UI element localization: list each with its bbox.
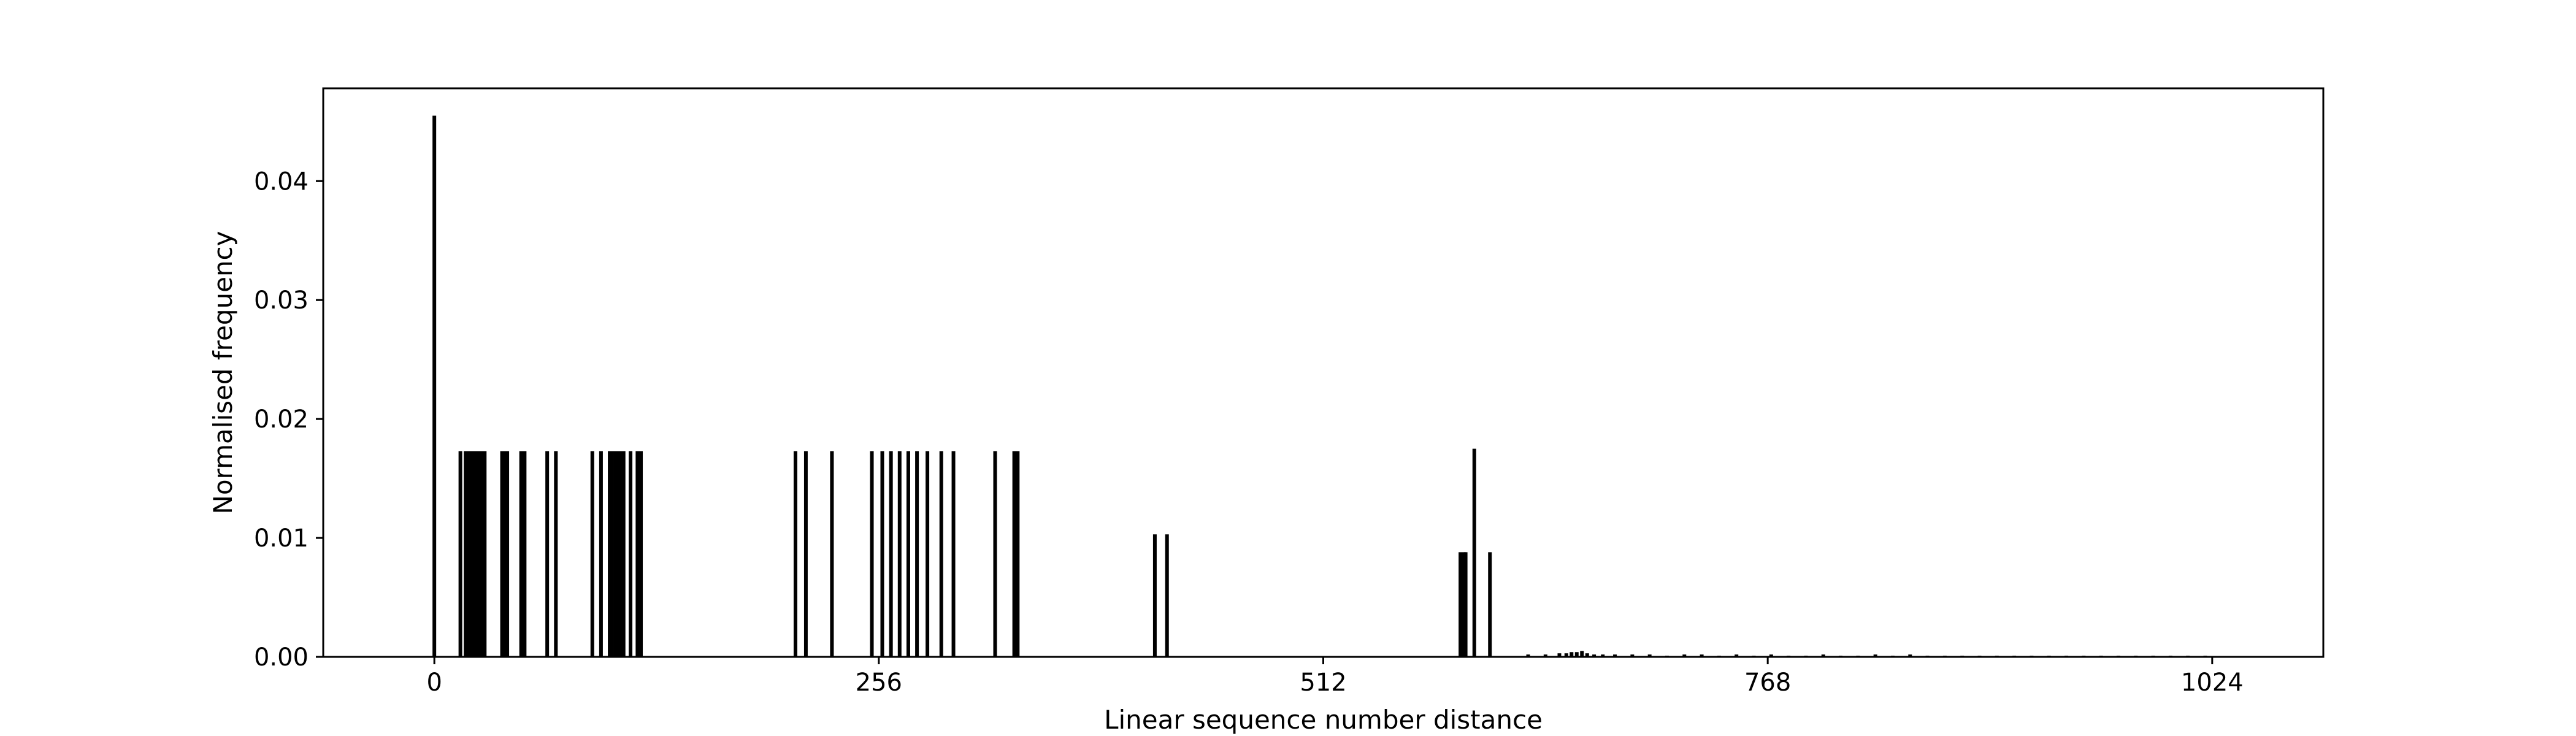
bar: [1152, 534, 1157, 657]
bar: [889, 451, 893, 657]
bar: [635, 451, 640, 657]
bar: [906, 451, 910, 657]
y-tick-label: 0.04: [254, 167, 309, 196]
bar: [793, 451, 797, 657]
bar: [870, 451, 874, 657]
bar: [1165, 534, 1169, 657]
bar: [1543, 654, 1547, 657]
bar: [1526, 654, 1530, 657]
bar: [1682, 654, 1687, 657]
bar: [613, 451, 617, 657]
bar: [545, 451, 550, 657]
y-tick-label: 0.00: [254, 643, 309, 672]
y-tick-label: 0.03: [254, 286, 309, 315]
bar: [897, 451, 902, 657]
bar: [1769, 654, 1773, 657]
x-tick-label: 768: [1744, 669, 1791, 697]
bar: [1488, 552, 1492, 657]
bar: [483, 451, 487, 657]
x-axis-label: Linear sequence number distance: [1104, 705, 1543, 735]
bar: [554, 451, 558, 657]
bar: [1647, 654, 1652, 657]
bar: [993, 451, 997, 657]
y-tick-label: 0.02: [254, 405, 309, 434]
bar: [432, 115, 437, 657]
bar: [1613, 654, 1617, 657]
bar: [458, 451, 462, 657]
bar: [1821, 654, 1825, 657]
bar: [1012, 451, 1016, 657]
y-axis: 0.00 0.01 0.02 0.03 0.04: [254, 167, 323, 672]
bar: [1016, 451, 1020, 657]
bar: [599, 451, 603, 657]
bar: [1908, 654, 1912, 657]
bar: [1459, 552, 1463, 657]
bar: [590, 451, 594, 657]
bar: [621, 451, 626, 657]
bar: [951, 451, 956, 657]
bar: [616, 451, 621, 657]
bar: [939, 451, 943, 657]
bar: [926, 451, 930, 657]
bar: [1463, 552, 1468, 657]
bar: [609, 451, 613, 657]
bar: [477, 451, 481, 657]
bar: [880, 451, 884, 657]
bar: [1592, 654, 1597, 657]
bar: [1570, 652, 1574, 657]
bar: [1472, 448, 1476, 657]
bar: [523, 451, 527, 657]
bar: [1564, 653, 1568, 657]
bar: [1557, 653, 1562, 657]
x-axis: 0 256 512 768 1024: [426, 657, 2244, 697]
x-tick-label: 512: [1300, 669, 1346, 697]
bar: [915, 451, 919, 657]
x-tick-label: 256: [856, 669, 902, 697]
bar: [629, 451, 633, 657]
y-tick-label: 0.01: [254, 524, 309, 553]
bars-group: [432, 115, 2207, 657]
bar: [1585, 653, 1589, 657]
bar: [639, 451, 643, 657]
y-axis-label: Normalised frequency: [208, 231, 238, 514]
x-tick-label: 1024: [2181, 669, 2244, 697]
bar: [1601, 654, 1605, 657]
bar: [505, 451, 510, 657]
bar: [830, 451, 834, 657]
bar: [1873, 654, 1877, 657]
bar: [1580, 651, 1584, 657]
bar: [1574, 652, 1579, 657]
bar: [803, 451, 808, 657]
x-tick-label: 0: [426, 669, 442, 697]
plot-area: [323, 88, 2323, 657]
bar: [1735, 654, 1739, 657]
bar: [1630, 654, 1635, 657]
bar: [1700, 654, 1704, 657]
